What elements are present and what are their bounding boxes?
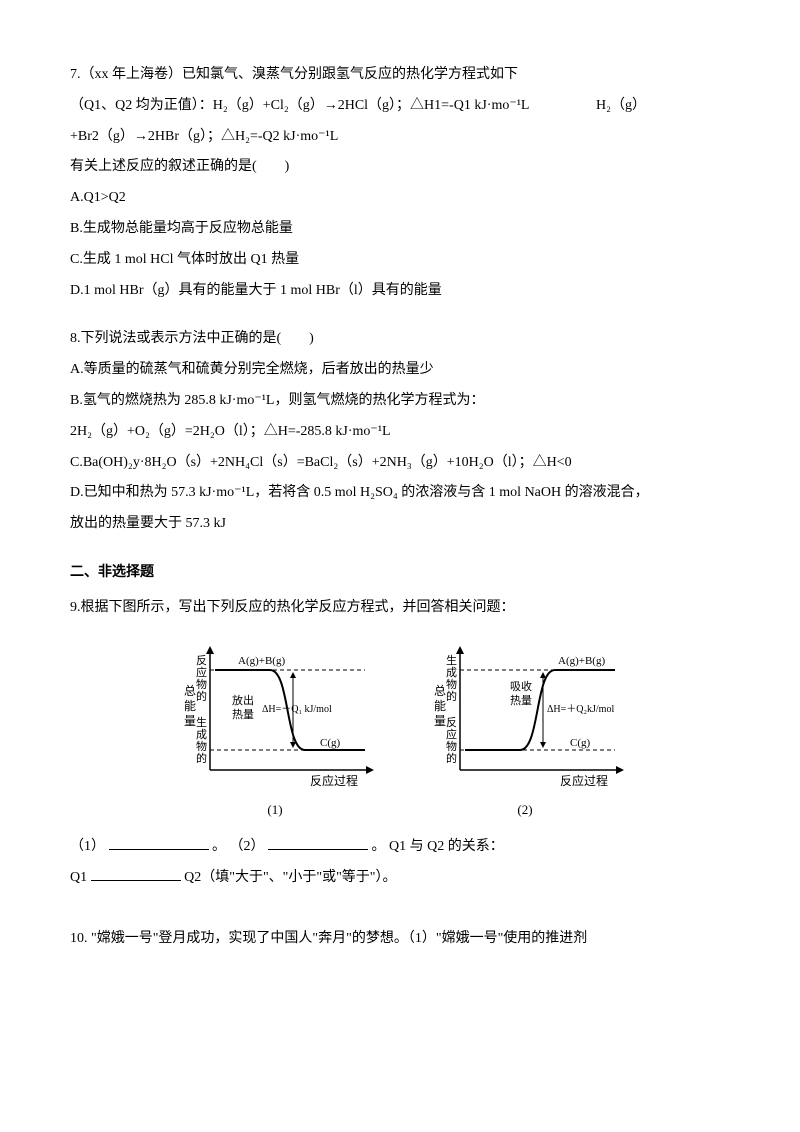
question-7: 7.（xx 年上海卷）已知氯气、溴蒸气分别跟氢气反应的热化学方程式如下 （Q1、… <box>70 60 730 306</box>
svg-text:物: 物 <box>446 739 457 753</box>
q8-option-d-line1: D.已知中和热为 57.3 kJ·mo⁻¹L，若将含 0.5 mol H₂SO₄… <box>70 478 730 509</box>
q7-option-a: A.Q1>Q2 <box>70 183 730 214</box>
q7-option-d: D.1 mol HBr（g）具有的能量大于 1 mol HBr（l）具有的能量 <box>70 276 730 307</box>
q9-sub1-period: 。 <box>212 839 226 854</box>
svg-text:的: 的 <box>196 751 207 765</box>
svg-text:生: 生 <box>446 653 457 667</box>
q9-blank-2[interactable] <box>268 835 368 850</box>
question-10: 10. "嫦娥一号"登月成功，实现了中国人"奔月"的梦想。（1）"嫦娥一号"使用… <box>70 924 730 955</box>
fig1-top-label: A(g)+B(g) <box>238 655 285 667</box>
q8-option-b-line2: 2H₂（g）+O₂（g）=2H₂O（l）；△H=-285.8 kJ·mo⁻¹L <box>70 417 730 448</box>
svg-text:能: 能 <box>434 699 446 713</box>
q9-rel-label: Q1 与 Q2 的关系： <box>389 839 504 854</box>
q10-stem: 10. "嫦娥一号"登月成功，实现了中国人"奔月"的梦想。（1）"嫦娥一号"使用… <box>70 924 730 955</box>
svg-text:应: 应 <box>196 665 207 679</box>
q9-figure-row: 总 能 量 反 应 物 的 生 成 物 的 A(g)+B(g) <box>70 640 730 825</box>
q9-blank-1[interactable] <box>109 835 209 850</box>
fig2-mid2: 热量 <box>510 694 532 707</box>
svg-text:量: 量 <box>434 714 446 728</box>
fig1-ymain: 总 <box>184 684 196 698</box>
svg-text:物: 物 <box>196 739 207 753</box>
q8-option-a: A.等质量的硫蒸气和硫黄分别完全燃烧，后者放出的热量少 <box>70 355 730 386</box>
svg-text:的: 的 <box>446 751 457 765</box>
svg-text:物: 物 <box>196 677 207 691</box>
fig2-xlabel: 反应过程 <box>560 773 608 788</box>
q9-rel-q1: Q1 <box>70 870 87 885</box>
q8-option-d-line2: 放出的热量要大于 57.3 kJ <box>70 509 730 540</box>
svg-text:量: 量 <box>184 714 196 728</box>
fig2-caption: (2) <box>420 796 630 825</box>
q9-stem: 9.根据下图所示，写出下列反应的热化学反应方程式，并回答相关问题： <box>70 593 730 624</box>
svg-text:应: 应 <box>446 727 457 741</box>
q7-option-b: B.生成物总能量均高于反应物总能量 <box>70 214 730 245</box>
q9-figure-panel-1: 总 能 量 反 应 物 的 生 成 物 的 A(g)+B(g) <box>170 640 380 825</box>
q9-sub2-period: 。 <box>372 839 386 854</box>
q9-blank-3[interactable] <box>91 866 181 881</box>
q9-figure-panel-2: 总 能 量 生 成 物 的 反 应 物 的 A(g)+B(g) C(g) <box>420 640 630 825</box>
q7-stem-line3: +Br2（g）→2HBr（g）；△H₂=-Q2 kJ·mo⁻¹L <box>70 122 730 153</box>
svg-text:成: 成 <box>446 666 457 679</box>
q7-option-c: C.生成 1 mol HCl 气体时放出 Q1 热量 <box>70 245 730 276</box>
q9-answer-line: （1） 。 （2） 。 Q1 与 Q2 的关系： <box>70 832 730 863</box>
q8-option-b: B.氢气的燃烧热为 285.8 kJ·mo⁻¹L，则氢气燃烧的热化学方程式为： <box>70 386 730 417</box>
q8-option-c: C.Ba(OH)₂y·8H₂O（s）+2NH₄Cl（s）=BaCl₂（s）+2N… <box>70 448 730 479</box>
fig1-caption: (1) <box>170 796 380 825</box>
energy-diagram-2-svg: 总 能 量 生 成 物 的 反 应 物 的 A(g)+B(g) C(g) <box>420 640 630 790</box>
svg-text:反: 反 <box>446 716 457 729</box>
fig1-mid2: 热量 <box>232 708 254 721</box>
section-2-header: 二、非选择题 <box>70 558 730 589</box>
q9-sub1-label: （1） <box>70 839 105 854</box>
q7-stem-line2b: H₂（g） <box>596 98 646 113</box>
q9-rel-line2: Q1 Q2（填"大于"、"小于"或"等于"）。 <box>70 863 730 894</box>
fig2-top-label: A(g)+B(g) <box>558 655 605 667</box>
svg-text:物: 物 <box>446 677 457 691</box>
fig1-dh: ΔH=－Q₁ kJ/mol <box>262 704 332 715</box>
fig1-mid1: 放出 <box>232 693 254 707</box>
svg-text:生: 生 <box>196 715 207 729</box>
fig2-bottom-label: C(g) <box>570 737 591 749</box>
svg-text:总: 总 <box>434 684 446 698</box>
q7-stem-line1: 7.（xx 年上海卷）已知氯气、溴蒸气分别跟氢气反应的热化学方程式如下 <box>70 60 730 91</box>
fig2-mid1: 吸收 <box>510 679 532 693</box>
q7-stem-line2a: （Q1、Q2 均为正值）：H₂（g）+Cl₂（g）→2HCl（g）；△H1=-Q… <box>70 98 529 113</box>
svg-text:的: 的 <box>196 689 207 703</box>
svg-text:能: 能 <box>184 699 196 713</box>
q9-sub2-label: （2） <box>230 839 265 854</box>
q8-stem: 8.下列说法或表示方法中正确的是( ) <box>70 324 730 355</box>
fig2-dh: ΔH=＋Q₂kJ/mol <box>547 704 614 715</box>
fig1-xlabel: 反应过程 <box>310 773 358 788</box>
svg-text:反: 反 <box>196 654 207 667</box>
q9-rel-q2: Q2（填"大于"、"小于"或"等于"）。 <box>184 870 396 885</box>
q7-stem-line2: （Q1、Q2 均为正值）：H₂（g）+Cl₂（g）→2HCl（g）；△H1=-Q… <box>70 91 730 122</box>
q7-stem-line4: 有关上述反应的叙述正确的是( ) <box>70 152 730 183</box>
fig1-bottom-label: C(g) <box>320 737 341 749</box>
svg-text:的: 的 <box>446 689 457 703</box>
energy-diagram-1-svg: 总 能 量 反 应 物 的 生 成 物 的 A(g)+B(g) <box>170 640 380 790</box>
svg-text:成: 成 <box>196 728 207 741</box>
question-9: 9.根据下图所示，写出下列反应的热化学反应方程式，并回答相关问题： 总 能 量 … <box>70 593 730 894</box>
question-8: 8.下列说法或表示方法中正确的是( ) A.等质量的硫蒸气和硫黄分别完全燃烧，后… <box>70 324 730 540</box>
